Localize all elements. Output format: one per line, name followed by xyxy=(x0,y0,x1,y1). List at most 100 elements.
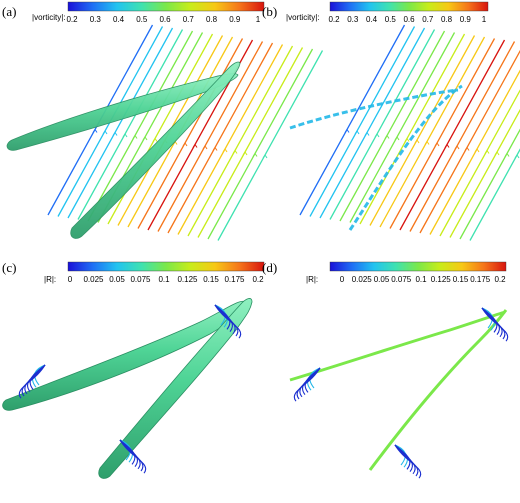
streamline xyxy=(419,49,520,234)
streamline-arrow xyxy=(484,149,490,154)
panel-c-colorbar-ticks: 0 0.025 0.05 0.075 0.1 0.125 0.15 0.175 0.2 xyxy=(68,275,264,284)
streamline-arrow xyxy=(404,137,410,142)
panel-b-vortex-lines xyxy=(289,84,463,231)
colorbar-tick-label: 0.2 xyxy=(494,275,506,284)
colorbar-tick-label: 0.8 xyxy=(206,15,218,24)
streamline-arrow xyxy=(242,151,248,156)
colorbar-tick-label: 0.3 xyxy=(90,15,102,24)
streamline-arrow xyxy=(444,143,450,148)
colorbar-tick-label: 0.7 xyxy=(183,15,195,24)
colorbar-tick-label: 0.15 xyxy=(203,275,219,284)
panel-d: (d) |R|: 0 0.025 0.05 0.075 0.1 0.125 0.15 0.17… xyxy=(262,260,509,479)
colorbar-tick-label: 0.05 xyxy=(109,275,125,284)
colorbar-tick-label: 0.7 xyxy=(422,15,434,24)
colorbar-tick-label: 0.9 xyxy=(229,15,241,24)
curl-streamline xyxy=(119,439,147,474)
streamline xyxy=(379,36,486,228)
panel-d-colorbar-title: |R|: xyxy=(306,275,318,284)
streamline-arrow xyxy=(92,128,98,133)
streamline-arrow xyxy=(122,133,128,138)
streamline-arrow xyxy=(132,134,138,139)
colorbar-tick-label: 0.3 xyxy=(347,15,359,24)
streamline xyxy=(77,29,184,220)
streamline xyxy=(67,27,174,219)
colorbar-tick-label: 0.05 xyxy=(374,275,390,284)
streamline-arrow xyxy=(464,146,470,151)
colorbar-tick-label: 0.5 xyxy=(136,15,148,24)
colorbar-tick-label: 0.1 xyxy=(158,275,170,284)
streamline-arrow xyxy=(262,154,268,159)
streamline xyxy=(177,44,284,235)
colorbar-tick-label: 0.025 xyxy=(83,275,104,284)
streamline-arrow xyxy=(454,145,460,150)
panel-c-streamline-bundles xyxy=(18,304,242,474)
panel-b-streamlines xyxy=(299,24,520,241)
panel-a-label: (a) xyxy=(2,4,16,19)
colorbar-tick-label: 0.2 xyxy=(252,275,264,284)
panel-b-label: (b) xyxy=(262,4,277,19)
streamline xyxy=(389,38,496,229)
colorbar-tick-label: 0.6 xyxy=(403,15,415,24)
panel-c-colorbar: |R|: 0 0.025 0.05 0.075 0.1 0.125 0.15 0.175 0.2 xyxy=(44,261,265,284)
streamline xyxy=(349,32,456,223)
colorbar-tick-label: 0.6 xyxy=(159,15,171,24)
streamline xyxy=(217,50,324,241)
streamline xyxy=(207,48,314,240)
panel-a-streamlines xyxy=(47,24,324,241)
streamline-arrow xyxy=(232,149,238,154)
streamline-arrow xyxy=(504,152,510,157)
streamline xyxy=(409,41,516,232)
panel-a-colorbar-ticks: 0.2 0.3 0.4 0.5 0.6 0.7 0.8 0.9 1 xyxy=(66,15,260,24)
colorbar-tick-label: 0.5 xyxy=(385,15,397,24)
panel-c-colorbar-title: |R|: xyxy=(44,275,56,284)
panel-a: (a) |vorticity|: 0.2 0.3 0.4 0.5 0.6 0.7 0.8 0.… xyxy=(2,1,324,241)
panel-d-colorbar-gradient xyxy=(329,261,507,272)
streamline xyxy=(197,47,304,238)
streamline xyxy=(319,27,426,219)
streamline xyxy=(469,148,520,241)
streamline-arrow xyxy=(112,131,118,136)
vortex-tube-lower xyxy=(98,298,253,479)
streamline xyxy=(137,38,244,229)
panel-c-colorbar-gradient xyxy=(67,261,265,272)
streamline-arrow xyxy=(364,131,370,136)
colorbar-tick-label: 0.2 xyxy=(328,15,340,24)
panel-a-colorbar-title: |vorticity|: xyxy=(32,13,66,22)
curl-streamline xyxy=(18,364,46,399)
streamline-arrow xyxy=(384,134,390,139)
streamline-arrow xyxy=(354,130,360,135)
colorbar-tick-label: 0 xyxy=(340,275,345,284)
panel-c-vortex-tubes xyxy=(2,298,253,479)
panel-c-label: (c) xyxy=(2,260,16,275)
colorbar-tick-label: 1 xyxy=(482,15,487,24)
streamline xyxy=(399,39,506,231)
streamline xyxy=(449,108,520,238)
colorbar-tick-label: 0.175 xyxy=(224,275,245,284)
panel-a-colorbar-gradient xyxy=(67,1,265,12)
colorbar-tick-label: 0.9 xyxy=(460,15,472,24)
streamline xyxy=(459,128,520,240)
streamline-arrow xyxy=(252,152,258,157)
panel-d-label: (d) xyxy=(262,260,277,275)
panel-b: (b) |vorticity|: 0.2 0.3 0.4 0.5 0.6 0.7 0.8 0.… xyxy=(262,1,520,241)
streamline-arrow xyxy=(344,128,350,133)
streamline xyxy=(369,35,476,226)
colorbar-tick-label: 0.175 xyxy=(470,275,491,284)
panel-b-colorbar-gradient xyxy=(329,1,489,12)
colorbar-tick-label: 0.075 xyxy=(391,275,412,284)
colorbar-tick-label: 0.4 xyxy=(113,15,125,24)
streamline-arrow xyxy=(414,139,420,144)
streamline-arrow xyxy=(222,148,228,153)
colorbar-tick-label: 1 xyxy=(256,15,261,24)
vortex-line-lower xyxy=(368,309,508,471)
colorbar-tick-label: 0.075 xyxy=(130,275,151,284)
streamline-arrow xyxy=(474,148,480,153)
colorbar-tick-label: 0.4 xyxy=(366,15,378,24)
streamline xyxy=(359,33,466,225)
vortex-tube-right xyxy=(70,61,241,239)
streamline-arrow xyxy=(212,146,218,151)
streamline-arrow xyxy=(152,137,158,142)
streamline-arrow xyxy=(202,145,208,150)
vortex-line-left xyxy=(289,88,459,130)
